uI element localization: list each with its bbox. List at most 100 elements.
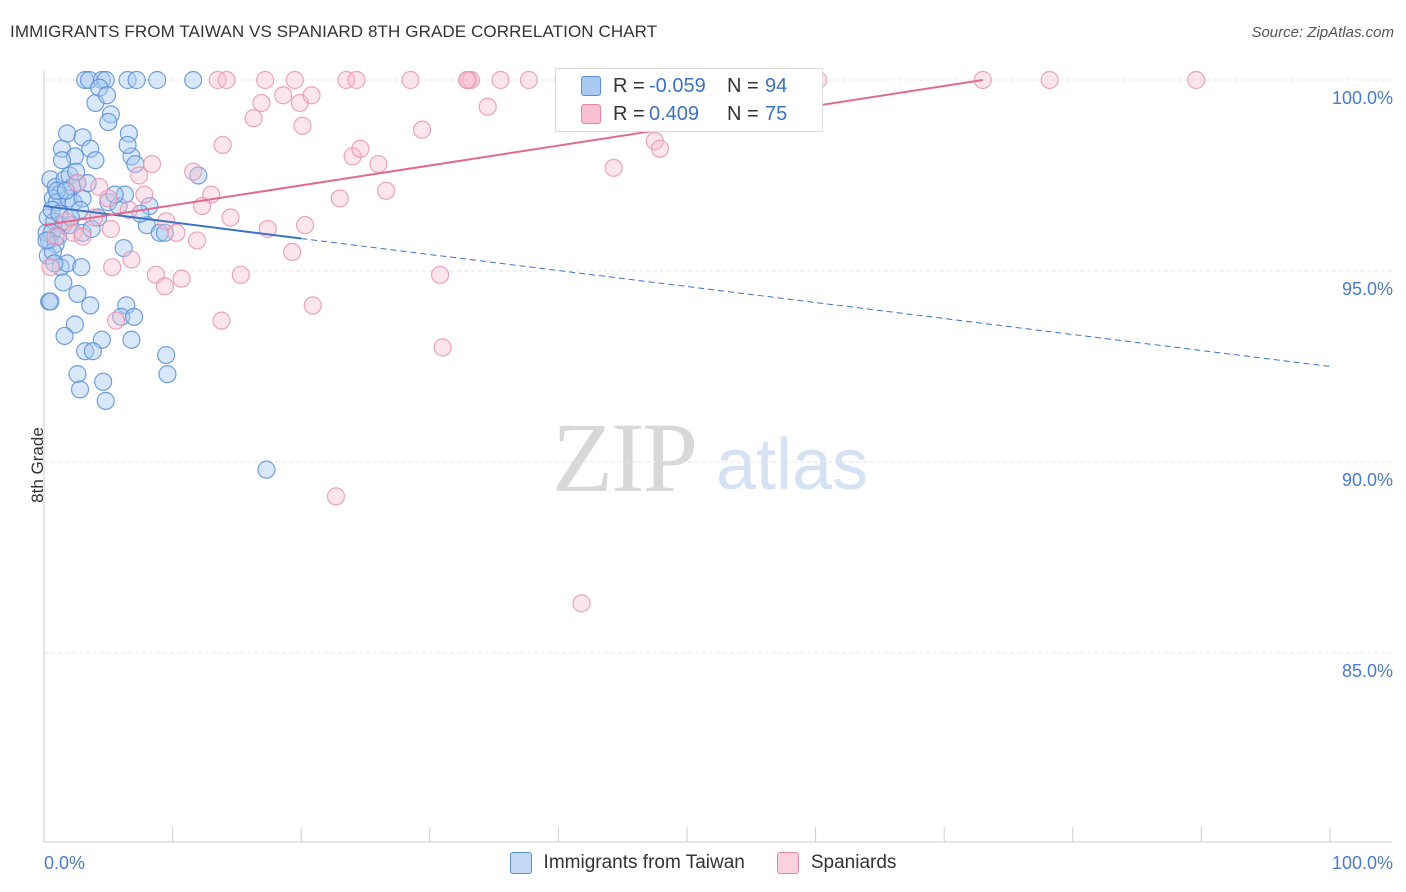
spaniard-point <box>256 70 275 90</box>
taiwan-point <box>81 139 100 158</box>
legend-label-taiwan: Immigrants from Taiwan <box>543 852 745 873</box>
spaniard-point <box>478 97 497 116</box>
taiwan-point <box>157 345 176 365</box>
stats-legend: R = -0.059 N = 94 R = 0.409 N = 75 <box>555 68 823 132</box>
spaniard-point <box>604 158 623 177</box>
spaniard-point <box>283 242 302 261</box>
spaniard-point <box>252 93 271 113</box>
taiwan-point <box>148 70 167 90</box>
spaniard-point <box>64 223 83 242</box>
legend-r-label: R = <box>613 74 645 97</box>
spaniard-point <box>430 265 450 284</box>
legend-n-value: 75 <box>765 102 788 125</box>
taiwan-point <box>96 391 115 410</box>
spaniard-point <box>337 70 356 90</box>
taiwan-point <box>257 460 276 479</box>
spaniard-point <box>142 154 162 174</box>
taiwan-point <box>90 78 109 97</box>
legend-row-taiwan: R = -0.059 N = 94 <box>581 73 787 99</box>
spaniard-point <box>369 154 388 174</box>
taiwan-point <box>76 342 95 361</box>
legend-label-spaniards: Spaniards <box>810 852 897 873</box>
spaniard-point <box>285 70 304 90</box>
taiwan-point <box>81 296 100 315</box>
legend-swatch-taiwan <box>581 76 601 96</box>
y-tick-label: 95.0% <box>1342 279 1393 299</box>
taiwan-point <box>41 292 60 311</box>
spaniard-point <box>412 120 432 139</box>
legend-n-label: N = <box>727 74 759 97</box>
spaniard-point <box>491 70 510 90</box>
y-tick-label: 85.0% <box>1342 661 1393 681</box>
taiwan-point <box>83 342 102 361</box>
taiwan-point <box>86 151 105 170</box>
spaniard-point <box>572 594 591 613</box>
spaniard-point <box>347 70 366 90</box>
legend-swatch-spaniards <box>581 104 601 124</box>
spaniard-point <box>433 338 452 357</box>
spaniard-point <box>217 70 236 90</box>
legend-swatch-spaniards <box>776 852 799 874</box>
taiwan-point <box>127 70 146 90</box>
taiwan-point <box>124 307 144 326</box>
spaniard-trend-line <box>43 79 983 227</box>
spaniard-point <box>221 208 240 227</box>
spaniard-point <box>184 162 203 181</box>
y-tick-label: 100.0% <box>1332 88 1393 108</box>
x-tick-label-min: 0.0% <box>44 853 85 873</box>
taiwan-point <box>65 315 84 334</box>
spaniard-point <box>155 277 174 296</box>
x-tick-label-max: 100.0% <box>1332 853 1393 873</box>
spaniard-point <box>46 227 65 246</box>
spaniard-point <box>457 70 477 90</box>
taiwan-point <box>96 70 115 90</box>
taiwan-point <box>97 86 117 105</box>
taiwan-point <box>72 258 91 277</box>
spaniard-point <box>167 223 186 242</box>
spaniard-point <box>330 189 349 208</box>
spaniard-point <box>376 181 396 200</box>
spaniard-point <box>187 231 207 250</box>
spaniard-point <box>650 139 670 158</box>
spaniard-point <box>519 70 538 90</box>
spaniard-point <box>1040 70 1059 90</box>
taiwan-point <box>122 330 141 349</box>
spaniard-point <box>231 265 250 284</box>
spaniard-point <box>103 258 122 277</box>
series-legend: Immigrants from Taiwan Spaniards <box>0 852 1406 874</box>
spaniard-point <box>73 227 92 246</box>
spaniard-point <box>295 216 315 235</box>
spaniard-point <box>343 147 362 166</box>
y-tick-label: 90.0% <box>1342 470 1393 490</box>
taiwan-point <box>52 151 72 170</box>
legend-row-spaniards: R = 0.409 N = 75 <box>581 101 787 127</box>
spaniard-point <box>244 109 263 128</box>
legend-n-value: 94 <box>765 74 788 97</box>
taiwan-point <box>99 112 118 132</box>
watermark-atlas: atlas <box>716 425 869 505</box>
spaniard-point <box>68 174 87 193</box>
taiwan-point <box>99 193 118 212</box>
taiwan-point <box>54 273 73 292</box>
taiwan-point <box>55 326 74 346</box>
spaniard-point <box>130 166 149 185</box>
legend-item-taiwan[interactable]: Immigrants from Taiwan <box>509 852 745 874</box>
spaniard-point <box>99 189 118 208</box>
taiwan-point <box>158 365 177 384</box>
spaniard-point <box>106 311 126 330</box>
taiwan-point <box>118 135 137 155</box>
legend-item-spaniards[interactable]: Spaniards <box>776 852 897 874</box>
taiwan-point <box>68 284 87 304</box>
legend-n-label: N = <box>727 102 759 125</box>
spaniard-point <box>41 258 60 277</box>
taiwan-point <box>68 365 87 384</box>
legend-r-value: -0.059 <box>649 74 706 97</box>
spaniard-point <box>302 86 321 105</box>
spaniard-point <box>303 296 322 315</box>
spaniard-point <box>172 269 191 288</box>
spaniard-point <box>351 139 370 158</box>
taiwan-point <box>37 231 56 250</box>
watermark-zip: ZIP <box>552 402 698 513</box>
legend-swatch-taiwan <box>509 852 532 874</box>
